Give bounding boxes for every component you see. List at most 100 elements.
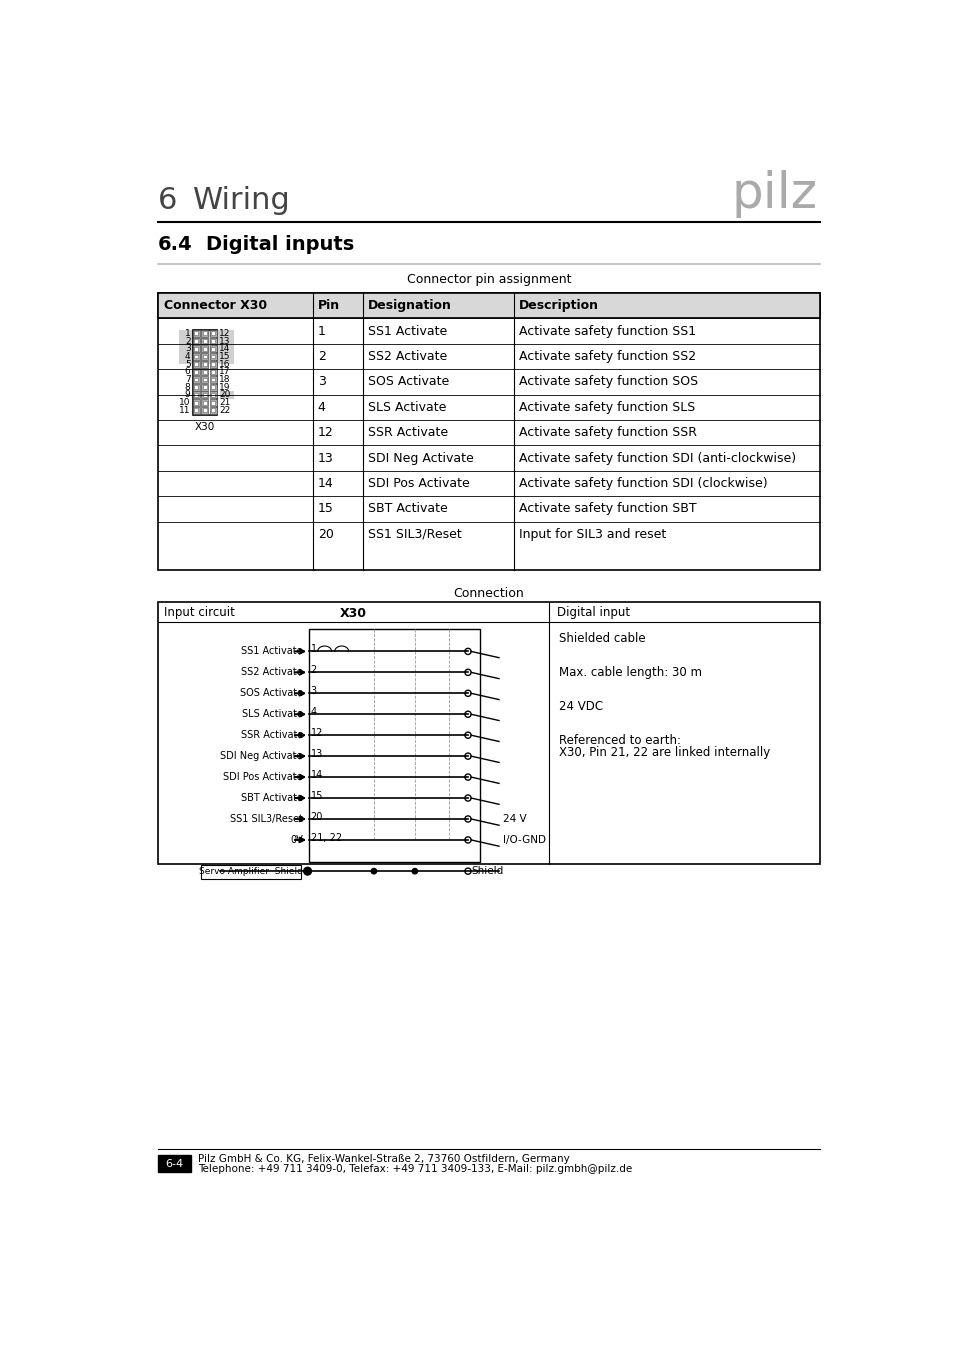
Text: 20: 20 [219, 390, 231, 400]
Text: 20: 20 [311, 811, 323, 822]
Bar [201, 352, 208, 360]
Bar [194, 409, 198, 412]
Bar [194, 331, 198, 335]
Text: SS1 Activate: SS1 Activate [368, 324, 447, 338]
Bar [194, 393, 198, 397]
Text: 4: 4 [311, 707, 316, 717]
Text: Designation: Designation [368, 300, 452, 312]
Text: Activate safety function SBT: Activate safety function SBT [518, 502, 696, 516]
Text: Servo Amplifier  Shield: Servo Amplifier Shield [199, 868, 303, 876]
Bar [203, 347, 207, 351]
Bar [200, 865, 301, 879]
Bar [179, 329, 233, 363]
Bar [194, 378, 198, 382]
Text: 12: 12 [317, 427, 333, 439]
Text: 8: 8 [185, 383, 191, 392]
Bar [194, 401, 198, 405]
Bar [210, 369, 216, 375]
Bar [309, 629, 479, 861]
Text: 13: 13 [311, 749, 322, 759]
Text: SS1 SIL3/Reset: SS1 SIL3/Reset [368, 528, 461, 541]
Text: Connector pin assignment: Connector pin assignment [406, 273, 571, 286]
Text: 4: 4 [185, 352, 191, 360]
Text: Description: Description [518, 300, 598, 312]
Text: 13: 13 [219, 336, 231, 346]
Bar [201, 338, 208, 344]
Text: 13: 13 [317, 451, 333, 464]
Bar [193, 360, 199, 367]
Bar [201, 369, 208, 375]
Bar [193, 369, 199, 375]
Text: 11: 11 [179, 406, 191, 414]
Text: 7: 7 [185, 375, 191, 383]
Text: 6: 6 [158, 186, 177, 215]
Text: 6: 6 [185, 367, 191, 377]
Text: 3: 3 [311, 686, 316, 695]
Text: Connector X30: Connector X30 [164, 300, 267, 312]
Text: Shielded cable: Shielded cable [558, 632, 644, 645]
Text: Input circuit: Input circuit [164, 606, 234, 618]
Text: 20: 20 [317, 528, 334, 541]
Bar [212, 393, 215, 397]
Text: SLS Activate: SLS Activate [242, 709, 303, 720]
Text: 3: 3 [185, 344, 191, 354]
Bar [194, 355, 198, 358]
Text: 9: 9 [185, 390, 191, 400]
Text: SS1 Activate: SS1 Activate [241, 647, 303, 656]
Text: X30: X30 [194, 423, 214, 432]
Bar [210, 346, 216, 352]
Bar [210, 377, 216, 383]
Text: 14: 14 [311, 769, 322, 780]
Text: Wiring: Wiring [193, 186, 291, 215]
Bar [203, 378, 207, 382]
Text: 5: 5 [185, 359, 191, 369]
Text: 1: 1 [185, 329, 191, 338]
Bar [193, 338, 199, 344]
Bar [201, 377, 208, 383]
Text: Activate safety function SLS: Activate safety function SLS [518, 401, 695, 413]
Bar [158, 293, 819, 570]
Text: Pin: Pin [317, 300, 339, 312]
Text: Shield: Shield [472, 867, 503, 876]
Circle shape [371, 868, 376, 873]
Bar [193, 329, 216, 414]
Text: 2: 2 [311, 666, 316, 675]
Text: 15: 15 [317, 502, 334, 516]
Bar [201, 400, 208, 406]
Bar [210, 392, 216, 398]
Bar [158, 293, 819, 319]
Bar [201, 383, 208, 390]
Text: SDI Neg Activate: SDI Neg Activate [368, 451, 474, 464]
Text: 18: 18 [219, 375, 231, 383]
Text: 0V: 0V [290, 834, 303, 845]
Text: Pilz GmbH & Co. KG, Felix-Wankel-Straße 2, 73760 Ostfildern, Germany: Pilz GmbH & Co. KG, Felix-Wankel-Straße … [198, 1154, 570, 1164]
Bar [203, 339, 207, 343]
Bar [203, 331, 207, 335]
Circle shape [412, 868, 417, 873]
Bar [158, 602, 819, 864]
Text: 17: 17 [219, 367, 231, 377]
Bar [193, 400, 199, 406]
Text: Max. cable length: 30 m: Max. cable length: 30 m [558, 666, 701, 679]
Bar [193, 377, 199, 383]
Bar [203, 409, 207, 412]
Bar [203, 393, 207, 397]
Text: SDI Neg Activate: SDI Neg Activate [220, 751, 303, 761]
Text: SS2 Activate: SS2 Activate [241, 667, 303, 678]
Text: 15: 15 [311, 791, 323, 801]
Text: Activate safety function SSR: Activate safety function SSR [518, 427, 697, 439]
Bar [212, 378, 215, 382]
Text: 15: 15 [219, 352, 231, 360]
Bar [193, 383, 199, 390]
Bar [193, 329, 199, 336]
Text: Activate safety function SOS: Activate safety function SOS [518, 375, 698, 389]
Bar [193, 406, 199, 414]
Text: 6.4: 6.4 [158, 235, 193, 254]
Text: 2: 2 [185, 336, 191, 346]
Bar [201, 360, 208, 367]
Text: pilz: pilz [731, 170, 817, 219]
Bar [210, 338, 216, 344]
Text: Digital input: Digital input [557, 606, 630, 618]
Text: 10: 10 [179, 398, 191, 408]
Text: SBT Activate: SBT Activate [241, 792, 303, 803]
